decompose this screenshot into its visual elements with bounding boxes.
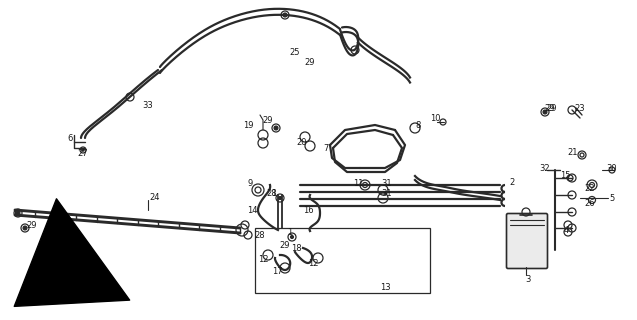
Text: 21: 21 (568, 148, 578, 156)
Text: 16: 16 (303, 205, 313, 214)
Text: 29: 29 (280, 241, 290, 250)
Text: 13: 13 (380, 284, 390, 292)
Text: 20: 20 (297, 138, 307, 147)
Circle shape (290, 236, 294, 238)
Text: 28: 28 (267, 188, 277, 197)
Circle shape (274, 126, 278, 130)
Circle shape (278, 196, 282, 199)
Text: 33: 33 (143, 100, 154, 109)
Text: 2: 2 (510, 178, 515, 187)
Circle shape (23, 226, 27, 230)
Text: 25: 25 (290, 47, 300, 57)
Text: 12: 12 (258, 255, 268, 265)
FancyBboxPatch shape (506, 213, 547, 268)
Text: 29: 29 (27, 220, 37, 229)
Text: 8: 8 (415, 121, 420, 130)
Text: 4: 4 (563, 226, 569, 235)
Text: 22: 22 (585, 183, 595, 193)
Text: 14: 14 (247, 205, 257, 214)
Text: 23: 23 (575, 103, 585, 113)
Text: 11: 11 (353, 179, 363, 188)
Text: 26: 26 (585, 198, 596, 207)
Text: 29: 29 (304, 58, 315, 67)
Text: 10: 10 (430, 114, 440, 123)
Text: 28: 28 (255, 230, 266, 239)
Circle shape (16, 211, 20, 215)
Circle shape (283, 13, 287, 17)
Text: 1: 1 (271, 188, 276, 197)
Circle shape (543, 110, 547, 114)
Bar (255, 228, 430, 293)
Text: 27: 27 (78, 148, 89, 157)
Text: 3: 3 (526, 276, 531, 284)
Text: 7: 7 (324, 143, 329, 153)
Text: 31: 31 (382, 179, 392, 188)
Text: 15: 15 (560, 171, 570, 180)
Text: 9: 9 (247, 179, 253, 188)
Text: 32: 32 (540, 164, 550, 172)
Text: 30: 30 (606, 164, 617, 172)
Text: 19: 19 (243, 121, 254, 130)
Text: FR.: FR. (32, 288, 52, 298)
Text: 1: 1 (287, 228, 292, 236)
Text: 31: 31 (382, 188, 392, 197)
Text: 29: 29 (547, 103, 557, 113)
Text: 24: 24 (150, 193, 161, 202)
Text: 5: 5 (610, 194, 615, 203)
Circle shape (82, 149, 84, 151)
Text: 29: 29 (545, 103, 555, 113)
Text: 12: 12 (308, 259, 318, 268)
Text: 18: 18 (290, 244, 301, 252)
Text: 6: 6 (68, 133, 73, 142)
Text: 17: 17 (272, 268, 282, 276)
Text: 29: 29 (262, 116, 273, 124)
